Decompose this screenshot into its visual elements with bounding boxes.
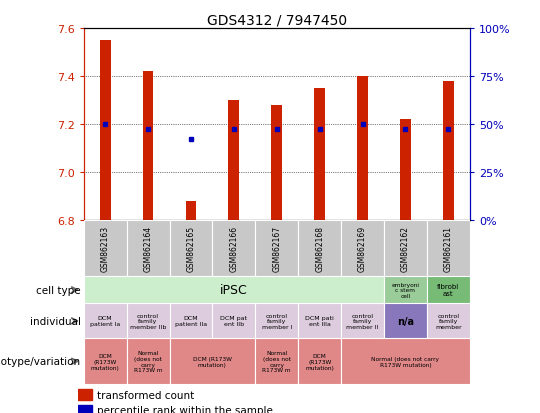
Bar (78, 405, 92, 413)
Bar (298, 339, 341, 384)
Bar (272, 106, 282, 221)
Bar (126, 304, 170, 339)
Bar (384, 221, 427, 277)
Bar (255, 221, 298, 277)
Text: embryoni
c stem
cell: embryoni c stem cell (392, 282, 420, 299)
Text: GSM862161: GSM862161 (444, 226, 453, 272)
Bar (84, 304, 126, 339)
Text: GSM862168: GSM862168 (315, 226, 324, 272)
Text: GSM862169: GSM862169 (358, 226, 367, 272)
Bar (443, 82, 454, 221)
Bar (427, 221, 470, 277)
Text: DCM
(R173W
mutation): DCM (R173W mutation) (91, 353, 119, 370)
Bar (170, 304, 212, 339)
Bar (341, 304, 384, 339)
Title: GDS4312 / 7947450: GDS4312 / 7947450 (207, 14, 347, 28)
Text: GSM862162: GSM862162 (401, 226, 410, 272)
Bar (212, 221, 255, 277)
Bar (78, 389, 92, 400)
Text: GSM862166: GSM862166 (230, 226, 238, 272)
Text: DCM (R173W
mutation): DCM (R173W mutation) (193, 356, 232, 367)
Bar (384, 277, 427, 304)
Bar (170, 221, 212, 277)
Text: cell type: cell type (36, 285, 81, 295)
Bar (384, 304, 427, 339)
Bar (357, 77, 368, 221)
Bar (126, 339, 170, 384)
Bar (126, 221, 170, 277)
Text: n/a: n/a (397, 316, 414, 326)
Text: fibrobl
ast: fibrobl ast (437, 284, 460, 297)
Bar (100, 41, 111, 221)
Bar (255, 304, 298, 339)
Text: Normal
(does not
carry
R173W m: Normal (does not carry R173W m (134, 350, 163, 373)
Bar (84, 339, 126, 384)
Bar (170, 339, 255, 384)
Bar (84, 277, 384, 304)
Text: individual: individual (30, 316, 81, 326)
Text: DCM
patient IIa: DCM patient IIa (175, 316, 207, 327)
Text: GSM862163: GSM862163 (100, 226, 110, 272)
Bar (341, 221, 384, 277)
Text: GSM862165: GSM862165 (186, 226, 195, 272)
Bar (400, 120, 411, 221)
Text: DCM
(R173W
mutation): DCM (R173W mutation) (305, 353, 334, 370)
Text: Normal (does not carry
R173W mutation): Normal (does not carry R173W mutation) (372, 356, 440, 367)
Bar (427, 277, 470, 304)
Text: DCM
patient Ia: DCM patient Ia (90, 316, 120, 327)
Text: iPSC: iPSC (220, 284, 248, 297)
Text: Normal
(does not
carry
R173W m: Normal (does not carry R173W m (262, 350, 291, 373)
Text: GSM862164: GSM862164 (144, 226, 153, 272)
Bar (143, 72, 153, 221)
Text: control
family
member I: control family member I (261, 313, 292, 330)
Bar (186, 202, 197, 221)
Bar (298, 221, 341, 277)
Text: GSM862167: GSM862167 (272, 226, 281, 272)
Bar (298, 304, 341, 339)
Text: DCM pat
ent IIb: DCM pat ent IIb (220, 316, 247, 327)
Text: control
family
member II: control family member II (346, 313, 379, 330)
Text: percentile rank within the sample: percentile rank within the sample (97, 405, 273, 413)
Bar (341, 339, 470, 384)
Bar (314, 89, 325, 221)
Bar (212, 304, 255, 339)
Text: control
family
member: control family member (435, 313, 462, 330)
Bar (427, 304, 470, 339)
Text: DCM pati
ent IIIa: DCM pati ent IIIa (305, 316, 334, 327)
Bar (228, 101, 239, 221)
Bar (84, 221, 126, 277)
Text: genotype/variation: genotype/variation (0, 356, 81, 366)
Text: transformed count: transformed count (97, 390, 194, 400)
Bar (255, 339, 298, 384)
Text: control
family
member IIb: control family member IIb (130, 313, 166, 330)
